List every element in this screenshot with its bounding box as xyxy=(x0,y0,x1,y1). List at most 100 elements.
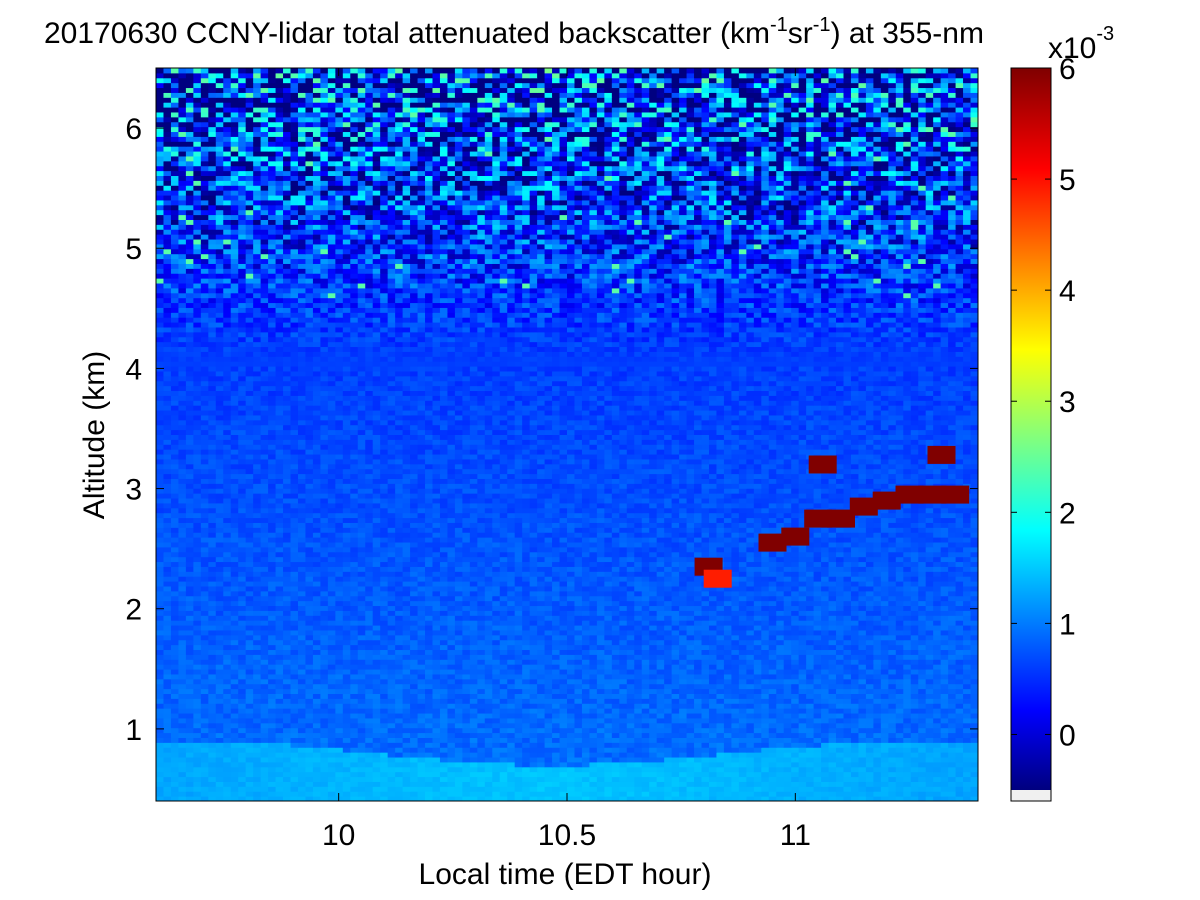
heatmap-cell xyxy=(791,581,800,587)
heatmap-cell xyxy=(544,649,553,655)
heatmap-cell xyxy=(955,708,964,714)
heatmap-cell xyxy=(268,644,277,651)
heatmap-cell xyxy=(798,747,807,753)
heatmap-cell xyxy=(268,659,277,665)
heatmap-cell xyxy=(484,732,493,738)
heatmap-cell xyxy=(297,791,306,797)
heatmap-cell xyxy=(910,605,919,611)
heatmap-cell xyxy=(918,727,927,734)
heatmap-cell xyxy=(701,766,710,773)
heatmap-cell xyxy=(297,644,306,651)
heatmap-cell xyxy=(439,761,448,768)
heatmap-cell xyxy=(701,757,710,763)
heatmap-cell xyxy=(903,737,912,743)
heatmap-cell xyxy=(156,722,164,729)
heatmap-cell xyxy=(664,727,673,734)
heatmap-cell xyxy=(297,639,306,646)
heatmap-cell xyxy=(268,713,277,719)
heatmap-cell xyxy=(402,698,411,704)
heatmap-cell xyxy=(320,610,329,616)
heatmap-cell xyxy=(544,791,553,797)
heatmap-cell xyxy=(626,595,635,602)
heatmap-cell xyxy=(544,659,553,665)
heatmap-cell xyxy=(686,771,695,778)
heatmap-cell xyxy=(634,761,643,768)
heatmap-cell xyxy=(828,776,837,782)
heatmap-cell xyxy=(761,649,770,655)
heatmap-cell xyxy=(275,629,284,636)
heatmap-cell xyxy=(903,781,912,787)
heatmap-cell xyxy=(342,698,351,704)
heatmap-cell xyxy=(372,742,381,748)
heatmap-cell xyxy=(731,581,740,587)
heatmap-cell xyxy=(895,673,904,680)
heatmap-cell xyxy=(783,698,792,704)
heatmap-cell xyxy=(940,610,949,616)
heatmap-cell xyxy=(185,698,194,704)
heatmap-cell xyxy=(581,698,590,704)
heatmap-cell xyxy=(925,610,934,616)
heatmap-cell xyxy=(679,781,688,787)
heatmap-cell xyxy=(312,581,321,587)
heatmap-cell xyxy=(529,752,538,758)
heatmap-cell xyxy=(836,615,844,621)
heatmap-cell xyxy=(686,585,695,592)
heatmap-cell xyxy=(499,688,508,694)
heatmap-cell xyxy=(380,703,389,709)
heatmap-cell xyxy=(634,683,643,690)
heatmap-cell xyxy=(656,698,665,704)
heatmap-cell xyxy=(664,761,673,768)
heatmap-cell xyxy=(828,644,837,651)
heatmap-cell xyxy=(327,796,336,802)
heatmap-cell xyxy=(462,585,471,592)
heatmap-cell xyxy=(462,625,471,631)
heatmap-cell xyxy=(731,595,740,602)
heatmap-cell xyxy=(910,781,919,787)
heatmap-cell xyxy=(335,737,344,743)
heatmap-cell xyxy=(895,693,904,699)
heatmap-cell xyxy=(910,698,919,704)
heatmap-cell xyxy=(559,698,568,704)
heatmap-cell xyxy=(417,688,426,694)
heatmap-cell xyxy=(492,590,501,597)
heatmap-cell xyxy=(425,693,433,699)
heatmap-cell xyxy=(843,629,852,636)
heatmap-cell xyxy=(589,644,598,651)
heatmap-cell xyxy=(410,659,419,665)
heatmap-cell xyxy=(439,766,448,773)
heatmap-cell xyxy=(791,752,800,758)
heatmap-cell xyxy=(283,610,292,616)
heatmap-cell xyxy=(484,737,493,743)
heatmap-cell xyxy=(596,625,605,631)
heatmap-cell xyxy=(410,576,419,582)
heatmap-cell xyxy=(581,781,590,787)
heatmap-cell xyxy=(686,776,695,782)
heatmap-cell xyxy=(828,625,837,631)
heatmap-cell xyxy=(865,605,874,611)
heatmap-cell xyxy=(828,654,837,660)
heatmap-cell xyxy=(836,590,844,597)
heatmap-cell xyxy=(260,781,269,787)
heatmap-cell xyxy=(783,639,792,646)
heatmap-cell xyxy=(753,678,762,685)
heatmap-cell xyxy=(970,732,979,738)
heatmap-cell xyxy=(888,776,897,782)
heatmap-cell xyxy=(215,766,224,773)
heatmap-cell xyxy=(716,713,725,719)
heatmap-cell xyxy=(880,600,889,607)
heatmap-cell xyxy=(596,644,605,651)
heatmap-cell xyxy=(731,776,740,782)
heatmap-cell xyxy=(888,659,897,665)
heatmap-cell xyxy=(783,629,792,636)
heatmap-cell xyxy=(708,781,717,787)
heatmap-cell xyxy=(843,639,852,646)
heatmap-cell xyxy=(156,585,164,592)
heatmap-cell xyxy=(895,737,904,743)
heatmap-cell xyxy=(768,625,777,631)
heatmap-cell xyxy=(850,683,859,690)
heatmap-cell xyxy=(634,664,643,670)
heatmap-cell xyxy=(634,717,643,724)
heatmap-cell xyxy=(492,629,501,636)
heatmap-cell xyxy=(634,786,643,792)
heatmap-cell xyxy=(828,717,837,724)
